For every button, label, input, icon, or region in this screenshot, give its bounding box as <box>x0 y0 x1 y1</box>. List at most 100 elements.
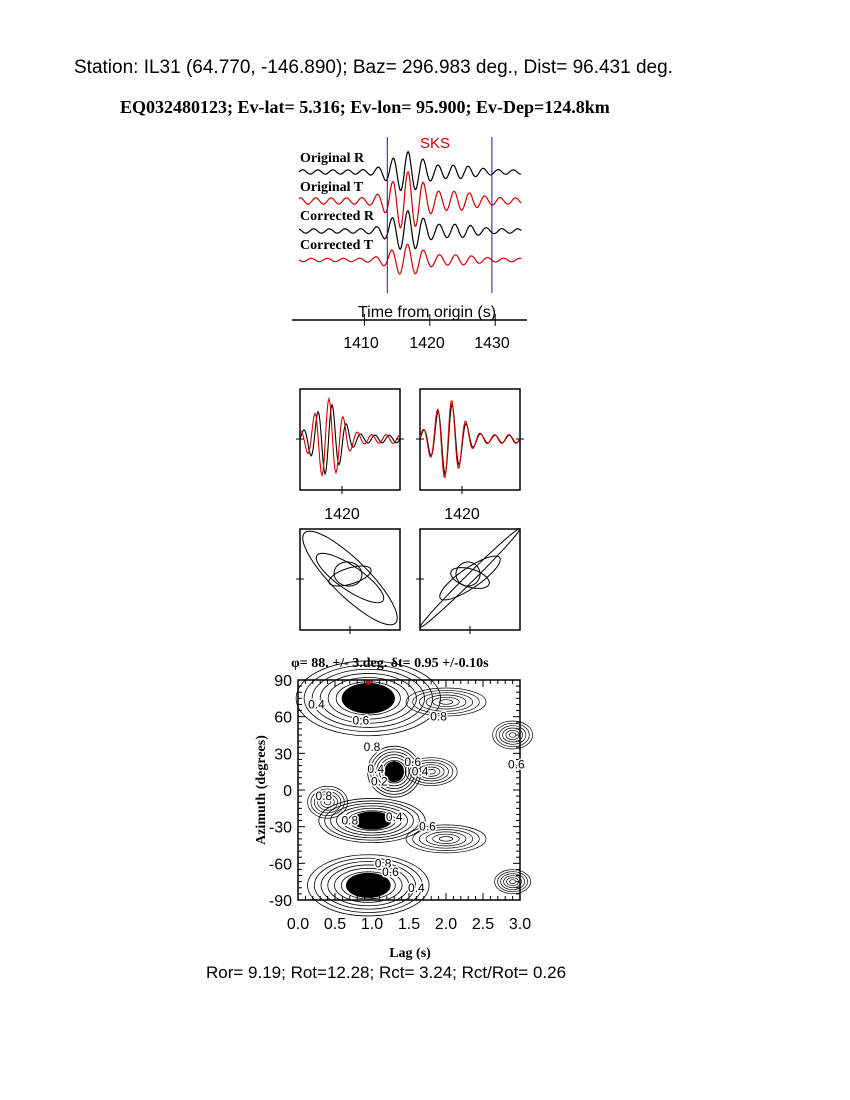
secondary-contour-2-3 <box>317 793 338 811</box>
minimum-upper-center-contour-4 <box>382 759 407 784</box>
waveform-tick-label-corrected: 1420 <box>444 506 480 523</box>
pm-ellipse-core <box>455 561 481 587</box>
secondary-contour-1-4 <box>418 829 474 849</box>
minimum-top-contour-5 <box>327 677 409 720</box>
particle-motion-corrected <box>416 528 521 634</box>
y-tick-label: 60 <box>274 710 292 727</box>
trace-label-corrected-r: Corrected R <box>300 209 375 224</box>
x-tick-label: 2.5 <box>472 916 494 933</box>
y-tick-label: 30 <box>274 746 292 763</box>
contour-label: 0.4 <box>367 762 384 776</box>
grid-title: φ= 88. +/- 3.deg. δt= 0.95 +/-0.10s <box>291 656 489 671</box>
seismogram-traces <box>298 137 522 293</box>
time-tick-label-1410: 1410 <box>343 335 379 352</box>
contour-label: 0.4 <box>408 881 425 895</box>
minimum-top-contour-9 <box>295 660 441 737</box>
secondary-contour-0-2 <box>432 696 460 708</box>
x-tick-label: 0.5 <box>324 916 346 933</box>
energy-contours <box>295 660 533 917</box>
secondary-contour-1-3 <box>425 831 467 847</box>
contour-label: 0.6 <box>404 755 421 769</box>
contour-label: 0.8 <box>316 789 333 803</box>
secondary-contour-2-5 <box>310 788 345 816</box>
minimum-top-fill <box>341 682 395 714</box>
trace-original-t <box>298 170 522 229</box>
secondary-contour-5-4 <box>413 762 449 782</box>
secondary-contour-4-1 <box>509 879 516 885</box>
minimum-top-contour-6 <box>319 673 417 724</box>
contour-label: 0.8 <box>430 710 447 724</box>
secondary-contour-2-6 <box>307 785 348 819</box>
contour-label: 0.8 <box>341 814 358 828</box>
minimum-top-contour-8 <box>303 664 433 732</box>
phase-label: SKS <box>420 135 450 152</box>
grid-xlabel: Lag (s) <box>389 946 431 961</box>
secondary-contour-5-5 <box>409 759 454 784</box>
trace-label-original-r: Original R <box>300 151 365 166</box>
waveform-tick-label-original: 1420 <box>324 506 360 523</box>
secondary-contour-5-6 <box>404 757 458 787</box>
minimum-lower-center-contour-4 <box>347 810 396 831</box>
secondary-contour-5-1 <box>426 769 436 775</box>
x-tick-label: 0.0 <box>287 916 309 933</box>
minimum-bottom-contour-7 <box>320 861 416 910</box>
particle-motion-original <box>296 530 398 634</box>
minimum-bottom-contour-4 <box>340 871 396 900</box>
secondary-contour-0-5 <box>412 689 480 715</box>
particle-box-corrected <box>419 528 521 631</box>
waveforms-original <box>296 396 404 494</box>
trace-label-original-t: Original T <box>300 180 364 195</box>
y-tick-label: 90 <box>274 673 292 690</box>
y-tick-label: 0 <box>283 783 292 800</box>
waveforms-corrected <box>416 399 524 494</box>
minimum-lower-center-contour-9 <box>318 798 426 844</box>
ratio-summary: Ror= 9.19; Rot=12.28; Rct= 3.24; Rct/Rot… <box>206 963 567 982</box>
contour-label: 0.6 <box>419 820 436 834</box>
x-tick-label: 1.0 <box>361 916 383 933</box>
minimum-upper-center-contour-5 <box>379 757 410 787</box>
secondary-contour-1-6 <box>405 824 487 854</box>
minimum-bottom-contour-9 <box>307 854 430 917</box>
contour-label: 0.4 <box>386 810 403 824</box>
secondary-contour-3-5 <box>495 722 530 748</box>
secondary-contour-5-3 <box>417 764 445 780</box>
minimum-bottom-contour-6 <box>327 864 410 907</box>
secondary-contour-2-1 <box>323 799 332 806</box>
contour-label: 0.2 <box>371 774 388 788</box>
time-axis-ticks <box>363 314 496 326</box>
grid-y-tick-labels: 90 60 30 0 -30 -60 -90 <box>269 673 292 910</box>
grid-x-tick-labels: 0.0 0.5 1.0 1.5 2.0 2.5 3.0 <box>287 916 531 933</box>
secondary-contour-2-4 <box>313 791 342 814</box>
minimum-upper-center-contour-6 <box>376 754 413 790</box>
contour-label: 0.6 <box>508 757 525 771</box>
minimum-bottom-fill <box>345 872 391 898</box>
time-axis-label: Time from origin (s) <box>358 304 496 321</box>
contour-label: 0.4 <box>412 765 429 779</box>
station-title: Station: IL31 (64.770, -146.890); Baz= 2… <box>74 57 673 78</box>
secondary-contour-4-6 <box>494 869 531 895</box>
contour-labels: 0.40.6 0.80.80.60.40.40.20.60.80.8 0.40.60… <box>307 696 527 896</box>
x-tick-label: 1.5 <box>398 916 420 933</box>
time-tick-label-1430: 1430 <box>474 335 510 352</box>
secondary-contour-4-5 <box>497 871 528 893</box>
y-tick-label: -30 <box>269 820 292 837</box>
trace-corrected-r <box>298 210 522 251</box>
minimum-bottom-contour-5 <box>334 867 403 903</box>
secondary-contour-0-1 <box>438 699 454 705</box>
time-tick-label-1420: 1420 <box>409 335 445 352</box>
pm-ellipse-inner <box>450 567 490 589</box>
secondary-contour-1-2 <box>432 833 460 844</box>
pm-ellipse-linear <box>419 528 521 628</box>
secondary-contour-4-3 <box>503 875 522 889</box>
contour-label: 0.8 <box>375 856 392 870</box>
pm-ellipse-mid <box>315 552 385 604</box>
secondary-contour-0-4 <box>418 692 474 712</box>
minimum-bottom-contour-8 <box>313 857 423 913</box>
contour-label: 0.6 <box>382 865 399 879</box>
minimum-lower-center-contour-8 <box>324 800 420 841</box>
trace-label-corrected-t: Corrected T <box>300 238 374 253</box>
event-title: EQ032480123; Ev-lat= 5.316; Ev-lon= 95.9… <box>120 97 610 117</box>
secondary-contour-5-2 <box>422 766 441 777</box>
waveform-red <box>299 396 401 478</box>
